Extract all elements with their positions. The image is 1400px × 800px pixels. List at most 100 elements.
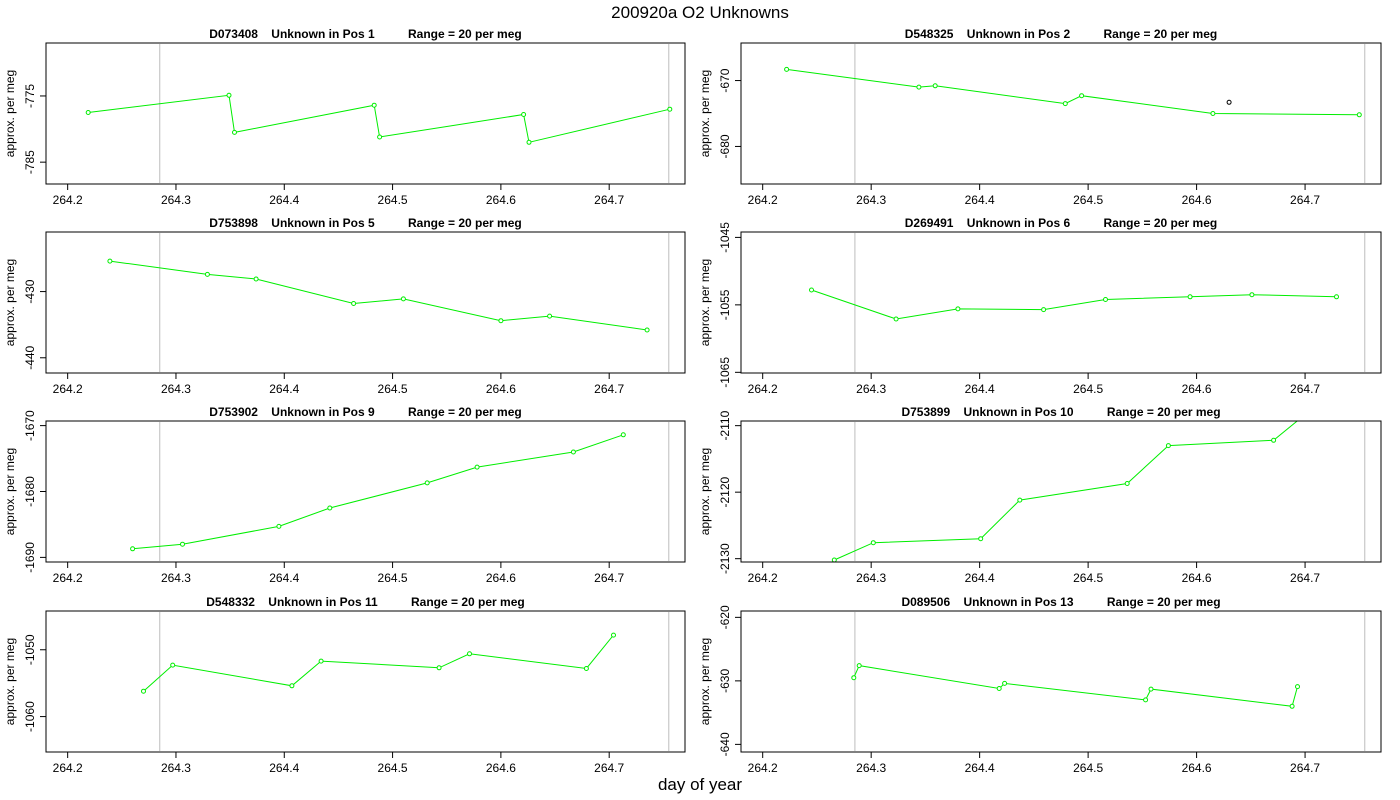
data-point [318, 658, 324, 664]
x-axis: 264.2 264.3 264.4 264.5 264.6 264.7 [53, 373, 625, 396]
data-point [1295, 684, 1300, 690]
x-tick-label: 264.6 [1182, 761, 1212, 775]
data-point [85, 110, 91, 115]
data-point [547, 313, 553, 319]
x-axis: 264.2 264.3 264.4 264.5 264.6 264.7 [748, 752, 1320, 775]
x-tick-label: 264.2 [53, 571, 83, 585]
figure-title: 200920a O2 Unknowns [611, 3, 789, 22]
y-tick-label: -2130 [718, 543, 732, 574]
x-tick-label: 264.4 [965, 382, 995, 396]
x-tick-label: 264.7 [594, 761, 624, 775]
series-line [88, 94, 670, 143]
y-tick-label: -1065 [718, 357, 732, 388]
data-point [424, 480, 430, 486]
series-group [141, 632, 616, 694]
y-axis: -1050 -1060 [23, 634, 46, 732]
data-point [831, 557, 837, 562]
data-point [851, 675, 857, 681]
data-point [1041, 307, 1047, 313]
x-tick-label: 264.5 [378, 193, 408, 207]
series-group [85, 92, 673, 145]
x-tick-label: 264.6 [1182, 193, 1212, 207]
x-tick-label: 264.6 [486, 571, 516, 585]
data-point [467, 651, 472, 657]
x-tick-label: 264.6 [1182, 382, 1212, 396]
y-tick-label: -1050 [23, 634, 37, 665]
x-tick-label: 264.3 [856, 382, 886, 396]
y-tick-label: -670 [718, 68, 732, 92]
x-tick-label: 264.4 [269, 193, 299, 207]
y-axis: -430 -440 [23, 279, 46, 370]
data-point [932, 83, 938, 89]
data-point [583, 666, 589, 671]
data-point [916, 84, 922, 90]
data-point [289, 683, 295, 689]
data-point [226, 92, 232, 98]
data-point [1079, 93, 1085, 99]
series-group [107, 258, 650, 333]
plot-frame [740, 610, 1382, 753]
data-point [327, 505, 333, 511]
series-group [851, 663, 1300, 709]
x-tick-label: 264.3 [856, 571, 886, 585]
panel-title: D548332 Unknown in Pos 11 Range = 20 per… [206, 595, 524, 609]
plot-frame [740, 231, 1382, 374]
data-point [1143, 697, 1149, 703]
y-tick-label: -1060 [23, 701, 37, 732]
y-axis-label: approx. per meg [3, 259, 17, 346]
x-tick-label: 264.4 [965, 761, 995, 775]
panel-8: D089506 Unknown in Pos 13 Range = 20 per… [698, 595, 1382, 775]
data-point [526, 139, 532, 145]
y-tick-label: -630 [718, 669, 732, 693]
data-point [253, 276, 259, 282]
plot-frame [740, 420, 1382, 563]
x-tick-label: 264.6 [486, 761, 516, 775]
y-tick-label: -2110 [718, 410, 732, 440]
data-point [371, 102, 377, 108]
x-axis-title: day of year [657, 775, 743, 794]
y-tick-label: -1045 [718, 222, 732, 253]
x-tick-label: 264.5 [1073, 761, 1103, 775]
x-tick-label: 264.4 [269, 382, 299, 396]
data-point [436, 665, 442, 671]
data-point [498, 318, 504, 324]
x-tick-label: 264.2 [748, 382, 778, 396]
data-point [644, 327, 650, 333]
data-point [611, 632, 616, 638]
series-group [130, 432, 626, 552]
panel-title: D753902 Unknown in Pos 9 Range = 20 per … [209, 405, 521, 419]
x-axis: 264.2 264.3 264.4 264.5 264.6 264.7 [748, 373, 1320, 396]
panel-4: D269491 Unknown in Pos 6 Range = 20 per … [698, 216, 1382, 396]
data-point [1062, 101, 1068, 107]
x-axis: 264.2 264.3 264.4 264.5 264.6 264.7 [748, 184, 1320, 207]
panel-2: D548325 Unknown in Pos 2 Range = 20 per … [698, 27, 1382, 207]
series-line [132, 434, 624, 550]
data-point [1356, 112, 1362, 118]
y-axis: -1045 -1055 -1065 [718, 222, 741, 388]
data-point [1334, 294, 1339, 300]
x-axis: 264.2 264.3 264.4 264.5 264.6 264.7 [53, 562, 625, 585]
x-tick-label: 264.5 [378, 571, 408, 585]
y-tick-label: -1670 [23, 410, 37, 441]
y-tick-label: -620 [718, 605, 732, 629]
data-point [1017, 497, 1023, 503]
data-point [474, 464, 480, 470]
y-tick-label: -1690 [23, 542, 37, 573]
x-tick-label: 264.7 [594, 382, 624, 396]
data-point [1314, 404, 1318, 408]
y-tick-label: -680 [718, 134, 732, 158]
data-point [856, 663, 862, 669]
y-tick-label: -1055 [718, 289, 732, 320]
x-tick-label: 264.7 [594, 571, 624, 585]
x-tick-label: 264.2 [53, 193, 83, 207]
x-tick-label: 264.3 [856, 761, 886, 775]
data-point [400, 296, 406, 302]
data-point [351, 301, 357, 306]
data-point [784, 66, 790, 72]
outlier-point [1226, 99, 1232, 105]
panel-5: D753902 Unknown in Pos 9 Range = 20 per … [3, 405, 686, 585]
panel-title: D269491 Unknown in Pos 6 Range = 20 per … [905, 216, 1217, 230]
data-point [1103, 297, 1108, 302]
data-point [996, 686, 1002, 691]
